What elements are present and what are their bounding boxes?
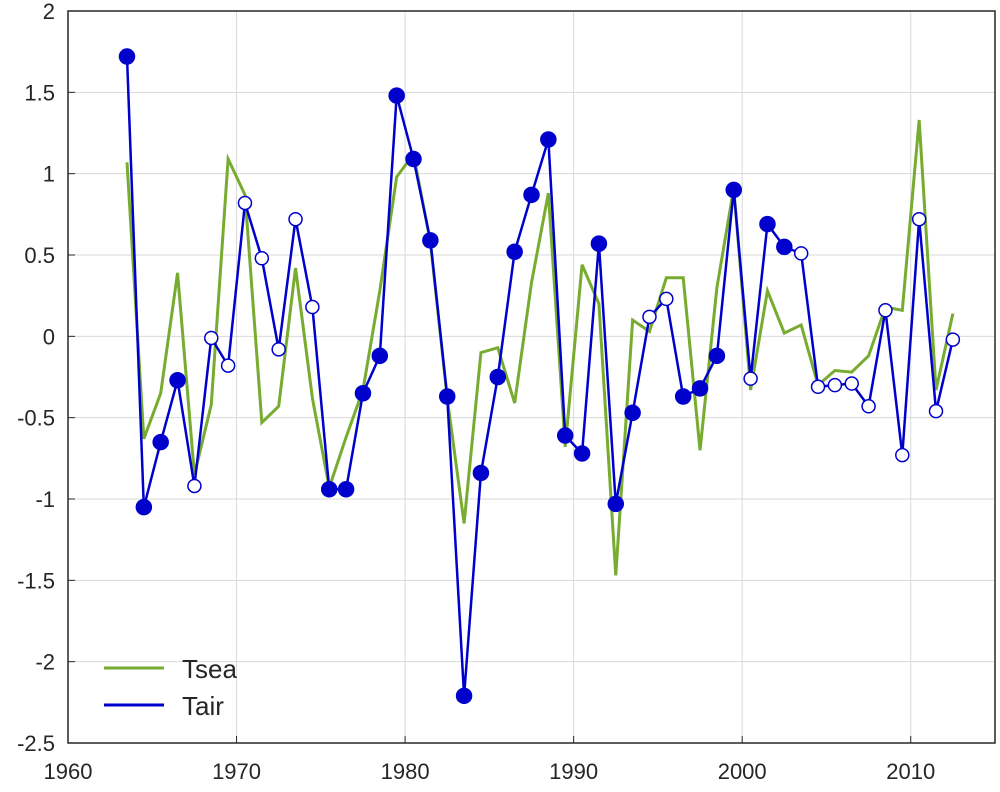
data-point-tair	[305, 299, 320, 315]
y-tick-label: 1	[43, 162, 55, 187]
y-tick-label: -0.5	[17, 406, 55, 431]
data-point-tair	[659, 291, 674, 307]
data-point-tair	[776, 238, 793, 256]
data-point-tair	[607, 495, 625, 513]
data-point-tair	[743, 371, 758, 386]
data-point-tair	[590, 235, 608, 252]
x-tick-label: 1970	[212, 759, 261, 784]
y-tick-label: -1.5	[17, 568, 55, 593]
data-point-tair	[169, 372, 186, 389]
series-tsea	[125, 119, 955, 576]
data-point-tair	[945, 332, 961, 347]
series-line-tair	[125, 56, 955, 696]
series-tair	[118, 48, 961, 705]
data-point-tair	[388, 87, 405, 104]
data-point-tair	[472, 464, 490, 482]
data-point-tair	[708, 347, 726, 365]
data-point-tair	[337, 480, 355, 498]
y-tick-label: 0	[43, 324, 55, 349]
legend-label-tsea: Tsea	[182, 654, 237, 684]
data-point-tair	[573, 445, 591, 462]
data-point-tair	[271, 342, 286, 357]
data-point-tair	[152, 433, 169, 451]
data-point-tair	[810, 379, 826, 395]
data-point-tair	[254, 251, 270, 266]
data-point-tair	[861, 399, 876, 414]
data-point-tair	[489, 368, 507, 386]
data-point-tair	[642, 309, 657, 325]
y-tick-label: 0.5	[24, 243, 55, 268]
data-point-tair	[405, 150, 422, 168]
legend-label-tair: Tair	[182, 691, 224, 721]
data-point-tair	[320, 480, 338, 498]
data-point-tair	[523, 186, 540, 204]
data-point-tair	[556, 427, 574, 444]
data-point-tair	[827, 377, 843, 393]
data-point-tair	[540, 131, 557, 148]
x-tick-label: 1960	[44, 759, 93, 784]
data-point-tair	[895, 447, 910, 463]
data-point-tair	[624, 404, 641, 422]
y-tick-label: 2	[43, 0, 55, 24]
data-point-tair	[354, 385, 372, 402]
grid	[68, 11, 995, 743]
legend: Tsea Tair	[104, 654, 237, 721]
data-point-tair	[135, 498, 153, 516]
data-point-tair	[288, 211, 303, 227]
data-point-tair	[438, 388, 456, 405]
tick-labels: 1960 1970 1980 1990 2000 2010 2 1.5 1 0.5 0 -0.5 -1 -…	[17, 0, 935, 784]
y-tick-label: 1.5	[24, 80, 55, 105]
plot-frame	[67, 10, 996, 744]
data-point-tair	[725, 181, 743, 199]
data-point-tair	[878, 303, 893, 318]
data-point-tair	[187, 478, 202, 494]
data-point-tair	[844, 376, 859, 391]
x-tick-label: 1990	[549, 759, 598, 784]
x-tick-label: 2000	[718, 759, 767, 784]
data-point-tair	[691, 380, 709, 397]
data-point-tair	[371, 347, 389, 365]
x-tick-label: 2010	[886, 759, 935, 784]
data-point-tair	[422, 232, 439, 249]
y-tick-label: -1	[35, 487, 55, 512]
data-point-tair	[674, 388, 692, 405]
x-tick-label: 1980	[381, 759, 430, 784]
series-layer	[118, 48, 961, 705]
data-point-tair	[204, 330, 219, 346]
data-point-tair	[237, 195, 253, 211]
data-point-tair	[220, 358, 236, 373]
data-point-tair	[928, 403, 944, 419]
data-point-tair	[911, 211, 927, 227]
y-tick-label: -2	[35, 650, 55, 675]
data-point-tair	[118, 48, 136, 65]
data-point-tair	[793, 246, 809, 261]
series-line-tsea	[125, 119, 955, 576]
data-point-tair	[506, 243, 523, 260]
axes	[67, 10, 996, 744]
data-point-tair	[455, 687, 473, 705]
y-tick-label: -2.5	[17, 731, 55, 756]
data-point-tair	[759, 215, 776, 233]
